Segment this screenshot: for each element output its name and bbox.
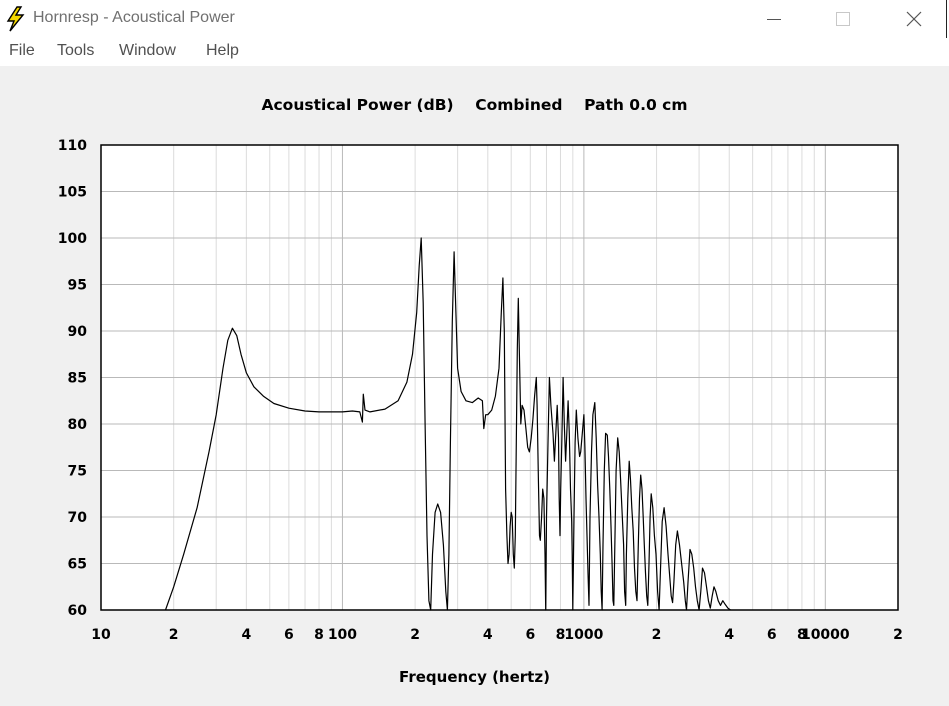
y-tick-label: 100 [58,231,87,247]
x-tick-label: 6 [525,627,535,643]
y-tick-label: 105 [58,185,87,201]
y-tick-label: 85 [68,371,87,387]
menu-file[interactable]: File [9,42,35,59]
x-tick-label: 6 [767,627,777,643]
power-response-line [164,237,731,611]
close-button[interactable] [891,0,937,38]
grid-lines [101,145,898,610]
menu-bar: File Tools Window Help [0,38,949,66]
minimize-button[interactable] [751,0,797,38]
x-tick-label: 4 [241,627,251,643]
menu-help[interactable]: Help [206,42,239,59]
x-tick-label: 2 [893,627,903,643]
chart-title-path: Path 0.0 cm [584,96,688,114]
menu-window[interactable]: Window [119,42,176,59]
close-icon [906,11,922,27]
lightning-bolt-icon [6,6,25,32]
y-tick-label: 60 [68,603,88,619]
y-tick-label: 65 [68,557,87,573]
x-tick-label: 2 [652,627,662,643]
minimize-icon [767,19,781,20]
plot-frame [100,144,899,611]
y-tick-label: 95 [68,278,87,294]
y-tick-label: 90 [68,324,88,340]
x-tick-label: 4 [483,627,493,643]
x-axis-label: Frequency (hertz) [399,668,550,686]
window-edge [946,0,947,38]
x-tick-label: 8 [556,627,566,643]
x-tick-label: 100 [328,627,357,643]
x-tick-label: 2 [169,627,179,643]
x-tick-label: 10000 [801,627,850,643]
y-tick-label: 70 [68,510,88,526]
menu-tools[interactable]: Tools [57,42,95,59]
y-tick-label: 80 [68,417,88,433]
x-tick-label: 10 [91,627,111,643]
y-tick-labels: 60 65 70 75 80 85 90 95 100 105 110 [58,138,87,619]
x-tick-label: 8 [314,627,324,643]
x-tick-label: 8 [797,627,807,643]
chart-title-quantity: Acoustical Power (dB) [261,96,454,114]
chart-title: Acoustical Power (dB) Combined Path 0.0 … [0,96,949,114]
x-tick-label: 1000 [564,627,603,643]
chart-title-mode: Combined [475,96,563,114]
window-title-bar[interactable]: Hornresp - Acoustical Power [0,0,949,38]
y-tick-label: 75 [68,464,87,480]
maximize-icon [836,12,850,26]
maximize-button[interactable] [820,0,866,38]
x-tick-label: 2 [410,627,420,643]
y-tick-label: 110 [58,138,87,154]
x-tick-label: 6 [284,627,294,643]
window-title: Hornresp - Acoustical Power [33,9,235,26]
x-tick-label: 4 [724,627,734,643]
